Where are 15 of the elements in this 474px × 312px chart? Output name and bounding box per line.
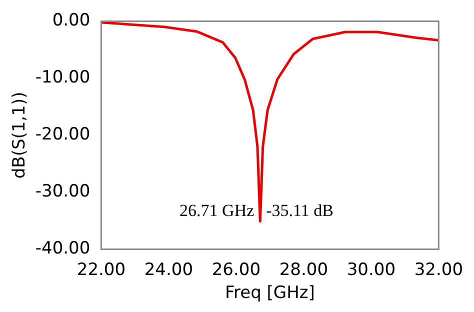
y-tick-label: -30.00 (35, 182, 90, 202)
y-tick-label: -40.00 (35, 238, 90, 259)
y-tick-label: -20.00 (35, 124, 90, 145)
x-tick-label: 26.00 (212, 260, 261, 280)
x-tick-label: 32.00 (414, 260, 463, 280)
y-axis-title: dB(S(1,1)) (10, 92, 30, 179)
x-tick-label: 22.00 (76, 260, 126, 280)
x-axis-title: Freq [GHz] (224, 283, 315, 304)
x-tick-label: 24.00 (144, 260, 194, 280)
x-tick-label: 28.00 (279, 260, 328, 280)
annotation: -35.11 dB (266, 200, 334, 220)
y-tick-label: -10.00 (35, 68, 90, 88)
annotation: 26.71 GHz (180, 200, 255, 220)
y-tick-label: 0.00 (52, 10, 90, 31)
x-tick-label: 30.00 (346, 260, 396, 280)
